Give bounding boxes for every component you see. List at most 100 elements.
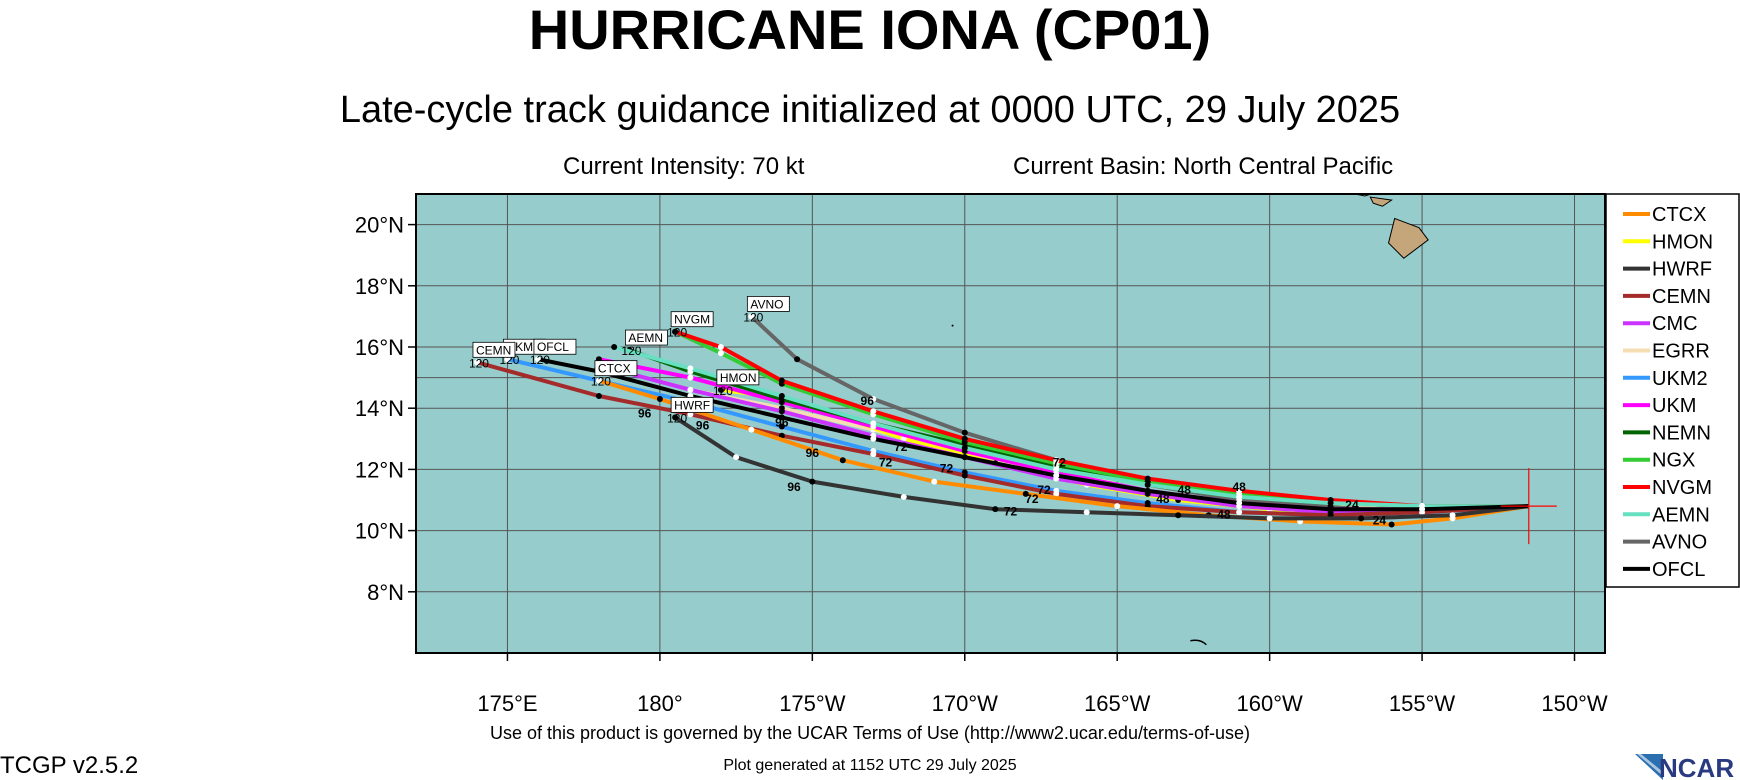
hawaii-big-island <box>1387 217 1429 259</box>
track-point <box>961 444 968 451</box>
end-label-text: AEMN <box>628 331 663 345</box>
end-label-hour: 120 <box>743 310 763 324</box>
end-label-box <box>594 360 638 377</box>
legend-item-cmc: CMC <box>1623 313 1698 335</box>
track-layer <box>473 313 1557 545</box>
track-point <box>931 478 938 485</box>
forecast-hour-label: 72 <box>1053 455 1067 469</box>
lon-tick-label: 155°W <box>1389 691 1456 716</box>
legend-item-ukm2: UKM2 <box>1623 368 1708 390</box>
legend-label: HMON <box>1652 231 1713 253</box>
land-layer <box>951 194 1429 646</box>
track-point <box>656 396 663 403</box>
lon-tick-label: 165°W <box>1084 691 1151 716</box>
forecast-hour-label: 24 <box>1345 498 1359 512</box>
track-point <box>1236 509 1243 516</box>
track-point <box>870 408 877 415</box>
track-point <box>900 493 907 500</box>
track-point <box>1175 512 1182 519</box>
end-label-hour: 120 <box>469 356 489 370</box>
lon-tick-label: 180° <box>637 691 683 716</box>
end-label-text: AVNO <box>750 297 783 311</box>
track-point <box>672 328 679 335</box>
track-point <box>778 414 785 421</box>
forecast-hour-label: 72 <box>1004 504 1018 518</box>
track-point <box>870 451 877 458</box>
track-point <box>595 392 602 399</box>
track-point <box>961 454 968 461</box>
forecast-hour-label: 96 <box>861 394 875 408</box>
legend-label: CEMN <box>1652 286 1711 308</box>
track-point <box>611 344 618 350</box>
track-point <box>778 392 785 399</box>
johnston-atoll <box>951 324 954 327</box>
track-point <box>717 386 724 393</box>
legend-item-nemn: NEMN <box>1623 422 1711 444</box>
end-label-box <box>716 369 760 386</box>
track-point <box>961 472 968 479</box>
end-label-box <box>472 341 516 358</box>
end-label-hour: 120 <box>530 353 550 367</box>
version-label: TCGP v2.5.2 <box>0 752 139 779</box>
atoll-outline <box>1190 639 1207 646</box>
forecast-hour-label: 72 <box>894 440 908 454</box>
end-label-box <box>533 338 577 355</box>
track-point <box>1266 515 1273 522</box>
track-point <box>1053 472 1060 479</box>
track-point <box>504 356 511 363</box>
terms-of-use-note: Use of this product is governed by the U… <box>490 723 1250 743</box>
track-ofcl <box>537 357 1529 512</box>
svg-text:NCAR: NCAR <box>1659 753 1734 780</box>
lon-tick-label: 175°E <box>477 691 537 716</box>
end-label-box <box>746 295 790 312</box>
legend-label: AEMN <box>1652 504 1710 526</box>
legend-label: OFCL <box>1652 559 1705 581</box>
end-label-box <box>670 396 714 413</box>
track-point <box>778 423 785 430</box>
lon-tick-label: 175°W <box>779 691 846 716</box>
current-intensity: Current Intensity: 70 kt <box>563 153 805 180</box>
track-point <box>778 408 785 415</box>
forecast-hour-label: 24 <box>1373 513 1387 527</box>
lat-tick-label: 14°N <box>355 396 404 421</box>
lat-tick-label: 18°N <box>355 274 404 299</box>
legend: CTCX HMON HWRF CEMN CMC EGRR UKM2 UKM NEMN NGX NVG… <box>1605 193 1740 588</box>
track-point <box>1144 487 1151 494</box>
legend-label: NVGM <box>1652 477 1712 499</box>
track-point <box>1053 466 1060 473</box>
end-label-hour: 120 <box>591 375 611 389</box>
track-point <box>1327 500 1334 507</box>
legend-item-cemn: CEMN <box>1623 286 1711 308</box>
lon-tick-label: 170°W <box>932 691 999 716</box>
legend-item-nvgm: NVGM <box>1623 477 1712 499</box>
page-title: HURRICANE IONA (CP01) <box>528 0 1212 61</box>
end-label-text: HWRF <box>674 398 710 412</box>
legend-item-hwrf: HWRF <box>1623 259 1712 281</box>
track-point <box>595 377 602 384</box>
track-point <box>1236 500 1243 507</box>
track-point <box>1358 515 1365 522</box>
legend-label: EGRR <box>1652 341 1710 363</box>
track-point <box>1114 503 1121 510</box>
legend-item-egrr: EGRR <box>1623 341 1710 363</box>
track-ctcx <box>598 378 1530 527</box>
end-label-text: CEMN <box>476 343 511 357</box>
lon-tick-label: 150°W <box>1541 691 1608 716</box>
track-labels: 24244848484872727272727272969696969696AV… <box>469 295 1387 527</box>
track-point <box>748 313 755 320</box>
lat-tick-label: 8°N <box>367 580 404 605</box>
legend-box <box>1605 193 1740 588</box>
forecast-hour-label: 72 <box>1025 492 1039 506</box>
maui-island <box>1369 196 1393 207</box>
track-point <box>1144 475 1151 482</box>
track-point <box>809 478 816 485</box>
track-point <box>1388 521 1395 528</box>
current-basin: Current Basin: North Central Pacific <box>1013 153 1394 180</box>
